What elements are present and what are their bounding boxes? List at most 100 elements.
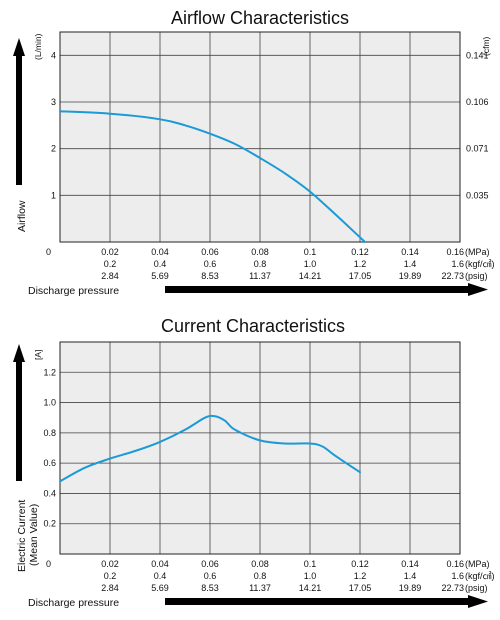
- airflow-y-unit: (L/min): [33, 33, 43, 60]
- current-chart: Current Characteristics 0 0.2 0.4 0.6 0.8 1.0…: [13, 316, 495, 609]
- airflow-x-tick-kgf: 0.4: [154, 259, 167, 269]
- current-x-tick-mpa: 0.12: [351, 559, 369, 569]
- current-x-tick-mpa: 0.04: [151, 559, 169, 569]
- current-y-arrow-shaft: [16, 361, 22, 481]
- current-y-ticks: 0 0.2 0.4 0.6 0.8 1.0 1.2: [43, 367, 56, 569]
- airflow-y-arrow-head: [13, 38, 25, 56]
- current-x-unit-psig: (psig): [465, 583, 488, 593]
- airflow-x-tick-psig: 14.21: [299, 271, 322, 281]
- airflow-x-tick-kgf: 1.6: [451, 259, 464, 269]
- current-x-tick-psig: 5.69: [151, 583, 169, 593]
- airflow-gridlines: [60, 32, 460, 242]
- airflow-x-tick-mpa: 0.04: [151, 247, 169, 257]
- current-x-unit-mpa: (MPa): [465, 559, 490, 569]
- current-x-tick-psig: 19.89: [399, 583, 422, 593]
- current-y-tick-label: 0.4: [43, 488, 56, 498]
- current-x-label: Discharge pressure: [28, 597, 119, 609]
- current-x-tick-psig: 22.73: [441, 583, 464, 593]
- current-x-tick-mpa: 0.14: [401, 559, 419, 569]
- current-x-ticks: 0.02 0.04 0.06 0.08 0.1 0.12 0.14 0.16 (MPa) 0.2 0…: [101, 559, 494, 593]
- airflow-x-tick-kgf: 0.6: [204, 259, 217, 269]
- airflow-x-label: Discharge pressure: [28, 285, 119, 297]
- current-x-tick-mpa: 0.16: [446, 559, 464, 569]
- airflow-x-tick-psig: 8.53: [201, 271, 219, 281]
- airflow-y2-tick-label: 0.141: [466, 50, 489, 60]
- airflow-x-tick-kgf: 1.2: [354, 259, 367, 269]
- current-y-label: Electric Current: [16, 500, 28, 572]
- airflow-x-tick-kgf: 1.4: [404, 259, 417, 269]
- airflow-x-tick-mpa: 0.06: [201, 247, 219, 257]
- current-y-tick-label: 0.8: [43, 428, 56, 438]
- airflow-y2-unit: (cfm): [481, 36, 491, 56]
- current-series-line: [59, 414, 361, 483]
- current-x-unit-kgf: (kgf/㎠): [465, 571, 495, 581]
- airflow-x-tick-mpa: 0.08: [251, 247, 269, 257]
- airflow-y2-tick-label: 0.106: [466, 97, 489, 107]
- airflow-x-tick-kgf: 1.0: [304, 259, 317, 269]
- current-y-tick-label: 1.0: [43, 398, 56, 408]
- airflow-x-arrow-shaft: [165, 286, 470, 293]
- airflow-chart: Airflow Characteristics 0 1 2 3 4 0.035 0.071…: [13, 8, 495, 297]
- airflow-chart-title: Airflow Characteristics: [171, 8, 349, 28]
- airflow-x-ticks: 0.02 0.04 0.06 0.08 0.1 0.12 0.14 0.16 (MPa) 0.2 0…: [101, 247, 494, 281]
- current-y-tick-label: 0: [46, 559, 51, 569]
- current-y-arrow-head: [13, 344, 25, 362]
- current-x-tick-kgf: 1.2: [354, 571, 367, 581]
- airflow-x-unit-kgf: (kgf/㎠): [465, 259, 495, 269]
- current-plot-frame: [59, 341, 461, 555]
- airflow-x-unit-mpa: (MPa): [465, 247, 490, 257]
- airflow-x-tick-psig: 11.37: [249, 271, 271, 281]
- current-x-tick-psig: 14.21: [299, 583, 322, 593]
- airflow-y2-ticks: 0.035 0.071 0.106 0.141: [466, 50, 489, 200]
- current-x-tick-mpa: 0.08: [251, 559, 269, 569]
- airflow-x-tick-kgf: 0.8: [254, 259, 267, 269]
- current-gridlines: [60, 342, 460, 554]
- airflow-y-label: Airflow: [16, 200, 28, 232]
- current-x-tick-kgf: 0.6: [204, 571, 217, 581]
- airflow-x-tick-mpa: 0.02: [101, 247, 119, 257]
- current-x-tick-psig: 8.53: [201, 583, 219, 593]
- airflow-x-tick-kgf: 0.2: [104, 259, 117, 269]
- airflow-y-tick-label: 3: [51, 97, 56, 107]
- current-x-tick-psig: 2.84: [101, 583, 119, 593]
- current-x-tick-mpa: 0.06: [201, 559, 219, 569]
- current-x-tick-mpa: 0.1: [304, 559, 317, 569]
- current-chart-title: Current Characteristics: [161, 316, 345, 336]
- airflow-series-line: [59, 110, 366, 243]
- current-x-tick-kgf: 1.0: [304, 571, 317, 581]
- airflow-y2-tick-label: 0.071: [466, 144, 489, 154]
- airflow-x-tick-mpa: 0.16: [446, 247, 464, 257]
- current-x-tick-kgf: 0.2: [104, 571, 117, 581]
- current-y-label-2: (Mean Value): [28, 504, 40, 566]
- airflow-y2-tick-label: 0.035: [466, 190, 489, 200]
- airflow-x-tick-psig: 5.69: [151, 271, 169, 281]
- current-y-tick-label: 1.2: [43, 367, 56, 377]
- current-x-tick-kgf: 1.4: [404, 571, 417, 581]
- airflow-y-tick-label: 4: [51, 50, 56, 60]
- airflow-x-tick-psig: 22.73: [441, 271, 464, 281]
- current-y-unit: [A]: [33, 350, 43, 360]
- current-x-arrow-head: [468, 595, 488, 608]
- airflow-x-tick-mpa: 0.1: [304, 247, 317, 257]
- current-x-tick-kgf: 1.6: [451, 571, 464, 581]
- current-x-tick-kgf: 0.8: [254, 571, 267, 581]
- airflow-y-ticks: 0 1 2 3 4: [46, 50, 56, 257]
- airflow-y-tick-label: 0: [46, 247, 51, 257]
- airflow-x-tick-psig: 17.05: [349, 271, 372, 281]
- airflow-x-tick-mpa: 0.14: [401, 247, 419, 257]
- airflow-x-tick-psig: 19.89: [399, 271, 422, 281]
- current-x-tick-kgf: 0.4: [154, 571, 167, 581]
- current-x-arrow-shaft: [165, 598, 470, 605]
- airflow-plot-frame: [59, 31, 461, 243]
- airflow-y-arrow-shaft: [16, 55, 22, 185]
- current-x-tick-psig: 11.37: [249, 583, 271, 593]
- airflow-x-tick-psig: 2.84: [101, 271, 119, 281]
- airflow-y-tick-label: 2: [51, 144, 56, 154]
- current-x-tick-psig: 17.05: [349, 583, 372, 593]
- current-x-tick-mpa: 0.02: [101, 559, 119, 569]
- airflow-x-arrow-head: [468, 283, 488, 296]
- airflow-x-unit-psig: (psig): [465, 271, 488, 281]
- current-y-tick-label: 0.6: [43, 458, 56, 468]
- airflow-y-tick-label: 1: [51, 190, 56, 200]
